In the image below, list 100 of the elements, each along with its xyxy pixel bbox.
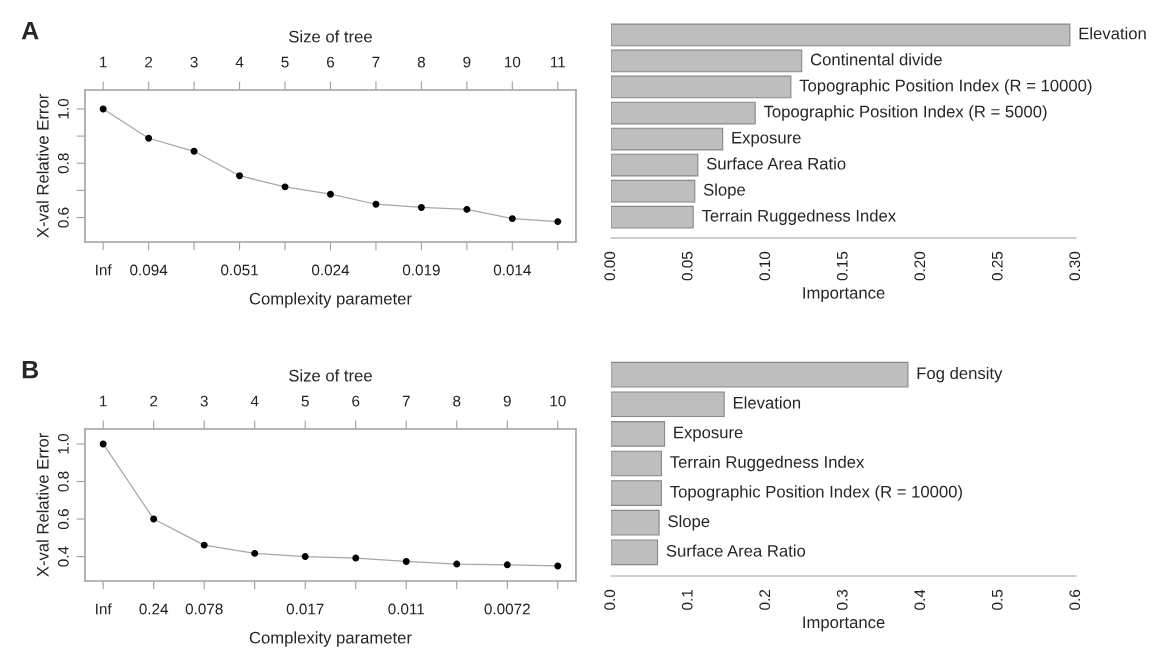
y-tick-label: Slope	[703, 183, 745, 199]
x-tick-label: 0.024	[311, 264, 350, 276]
y-tick-label: Exposure	[732, 131, 801, 147]
bar	[611, 450, 662, 477]
y-tick-label: Fog density	[917, 366, 1003, 383]
bar	[611, 361, 909, 388]
x-axis-title: Complexity parameter	[249, 292, 412, 308]
point	[281, 183, 289, 191]
chart-title: B	[22, 360, 39, 379]
bar	[611, 153, 699, 177]
x-tick-label: 0.20	[914, 251, 926, 281]
x-axis-title: Importance	[803, 287, 885, 303]
x-tick-label: 0.15	[836, 251, 848, 281]
bar	[611, 179, 696, 203]
point	[508, 215, 516, 223]
x-tick-label: 0.078	[185, 603, 223, 615]
y-tick-label: 0.4	[57, 546, 69, 567]
y-tick-label: 0.6	[57, 509, 69, 530]
x2-tick-label: 5	[281, 56, 289, 68]
y-tick-label: Continental divide	[810, 53, 942, 66]
y-tick-label: Terrain Ruggedness Index	[701, 209, 896, 225]
x-axis-title: Importance	[803, 616, 885, 632]
bar	[611, 391, 725, 418]
x2-tick-label: 8	[453, 395, 461, 407]
point	[402, 557, 410, 565]
x2-tick-label: 1	[100, 56, 107, 68]
y-tick-label: Surface Area Ratio	[666, 544, 806, 557]
x2-tick-label: 3	[190, 56, 198, 68]
point	[372, 200, 380, 208]
point	[554, 218, 562, 226]
point	[236, 172, 244, 180]
x-tick-label: 0.24	[139, 603, 169, 615]
x2-tick-label: 10	[550, 395, 566, 407]
bar	[611, 205, 694, 229]
point	[99, 440, 107, 448]
x2-tick-label: 1	[100, 395, 107, 407]
point	[251, 549, 259, 557]
point	[352, 554, 360, 562]
x2-tick-label: 10	[504, 56, 521, 68]
x-tick-label: 0.011	[388, 603, 425, 615]
y-tick-label: Topographic Position Index (R = 10000)	[799, 79, 1092, 95]
x-tick-label: 0.019	[402, 264, 440, 276]
y-tick-label: 0.8	[57, 153, 69, 174]
bar	[611, 480, 662, 506]
y-tick-label: Elevation	[733, 396, 801, 409]
point	[145, 134, 153, 142]
y-tick-label: Topographic Position Index (R = 10000)	[670, 485, 962, 501]
x2-tick-label: 9	[463, 56, 471, 68]
x-tick-label: 0.25	[991, 251, 1003, 281]
point	[463, 205, 471, 213]
x-tick-label: 0.014	[493, 264, 531, 276]
y-tick-label: Surface Area Ratio	[706, 157, 846, 170]
bar	[611, 75, 792, 99]
y-tick-label: Exposure	[674, 426, 743, 442]
x-tick-label: 0.05	[681, 251, 693, 281]
point	[417, 204, 425, 211]
x-tick-label: 0.4	[914, 589, 926, 610]
bar	[611, 539, 659, 566]
x2-tick-label: 4	[235, 56, 244, 68]
bar	[611, 101, 756, 125]
x2-tick-label: 4	[250, 395, 259, 407]
x-tick-label: 0.00	[604, 251, 616, 281]
x-tick-label: 0.051	[221, 264, 258, 276]
point	[453, 560, 461, 568]
point	[503, 561, 511, 569]
x-tick-label: 0.0072	[484, 603, 530, 615]
y-tick-label: Slope	[668, 514, 710, 531]
x-tick-label: 0.1	[681, 589, 693, 610]
point	[301, 553, 309, 561]
x-tick-label: 0.017	[286, 603, 324, 615]
y-tick-label: 0.6	[57, 207, 69, 228]
x2-tick-label: 8	[417, 56, 425, 68]
chart-title: A	[21, 21, 39, 40]
x2-axis-title: Size of tree	[289, 30, 372, 43]
x-tick-label: 0.2	[759, 589, 771, 610]
x-tick-label: 0.3	[836, 589, 848, 610]
point	[327, 190, 334, 198]
x2-tick-label: 7	[402, 395, 410, 407]
bar	[611, 127, 724, 151]
bar	[611, 421, 666, 447]
x-tick-label: Inf	[96, 264, 112, 276]
x-tick-label: 0.5	[991, 589, 1003, 610]
point	[200, 541, 208, 549]
y-tick-label: Topographic Position Index (R = 5000)	[763, 105, 1047, 121]
bar	[611, 23, 1071, 47]
bar	[611, 509, 660, 536]
x2-tick-label: 2	[150, 395, 158, 407]
x2-tick-label: 5	[301, 395, 309, 407]
x2-tick-label: 3	[200, 395, 208, 407]
x-tick-label: 0.10	[759, 251, 771, 281]
point	[99, 105, 107, 113]
x-tick-label: Inf	[96, 603, 112, 615]
point	[554, 562, 562, 570]
x2-tick-label: 6	[327, 56, 335, 68]
x2-tick-label: 2	[145, 56, 153, 68]
x-tick-label: 0.094	[130, 264, 168, 276]
x-axis-title: Complexity parameter	[249, 631, 412, 647]
y-tick-label: 0.8	[57, 471, 69, 492]
y-tick-label: 1.0	[57, 98, 69, 119]
x2-tick-label: 6	[352, 395, 360, 407]
